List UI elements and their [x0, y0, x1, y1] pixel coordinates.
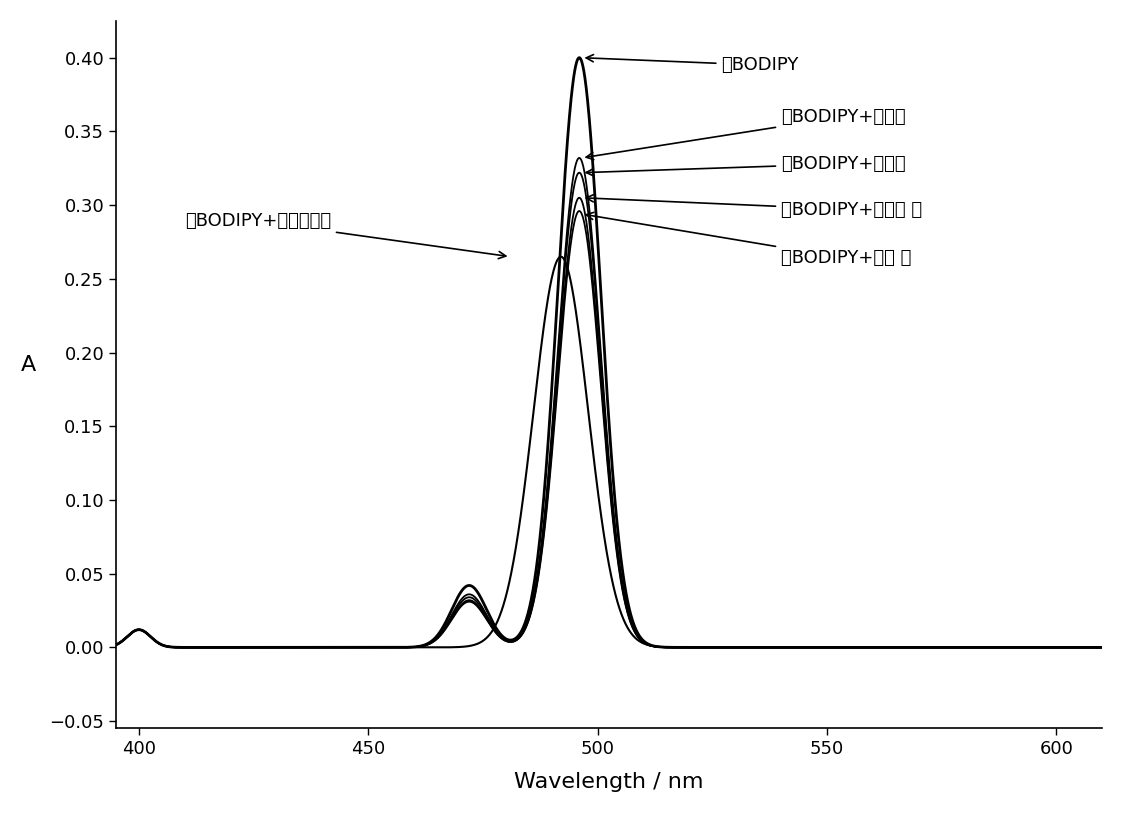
Text: 三BODIPY+胞　嘧　啶: 三BODIPY+胞 嘧 啶	[185, 212, 505, 259]
Y-axis label: A: A	[21, 354, 36, 375]
Text: 三BODIPY+鸟嘌呤: 三BODIPY+鸟嘌呤	[586, 107, 906, 159]
Text: 三BODIPY: 三BODIPY	[586, 54, 798, 74]
Text: 三BODIPY+胸腺嘧 啶: 三BODIPY+胸腺嘧 啶	[586, 194, 922, 219]
Text: 三BODIPY+腺嘌呤: 三BODIPY+腺嘌呤	[586, 154, 906, 176]
X-axis label: Wavelength / nm: Wavelength / nm	[514, 772, 704, 792]
Text: 三BODIPY+尿嘧 啶: 三BODIPY+尿嘧 啶	[586, 212, 912, 267]
